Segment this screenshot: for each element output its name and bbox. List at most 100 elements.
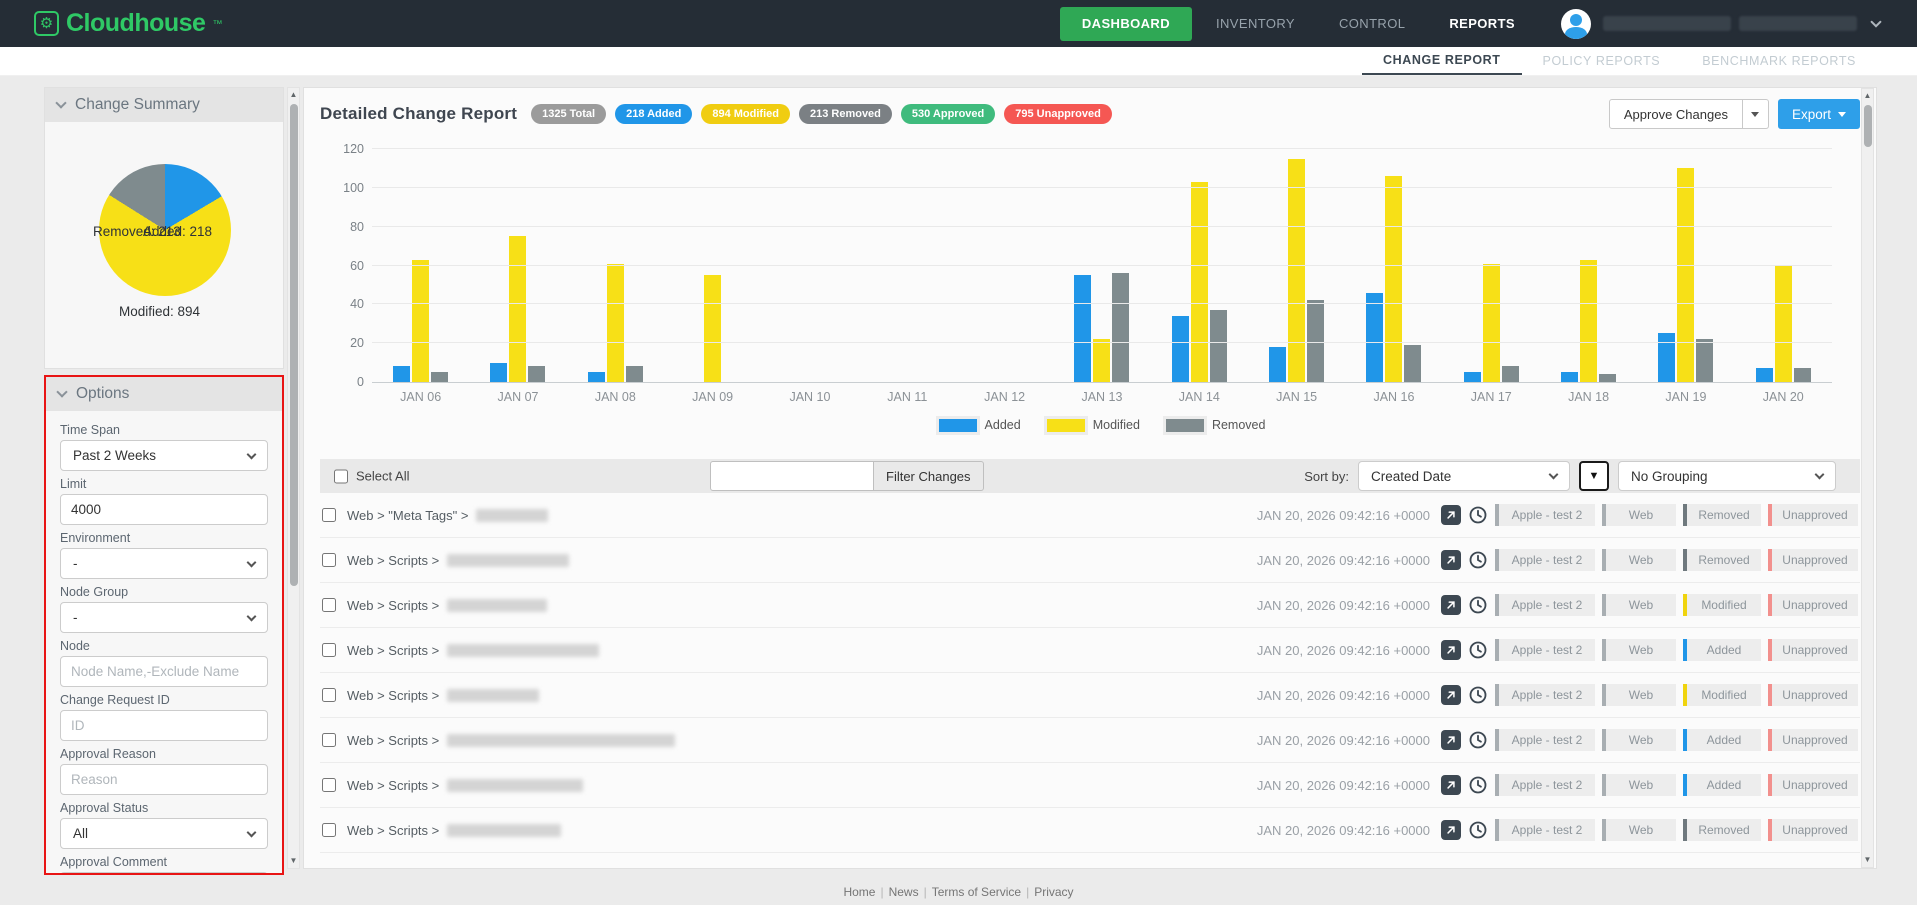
bar-modified-jan-09[interactable] bbox=[704, 275, 722, 382]
external-link-icon[interactable] bbox=[1441, 640, 1461, 660]
history-clock-icon[interactable] bbox=[1468, 595, 1488, 615]
bar-modified-jan-17[interactable] bbox=[1482, 263, 1500, 382]
bar-removed-jan-13[interactable] bbox=[1112, 273, 1130, 382]
sidebar-scrollbar[interactable]: ▲ ▼ bbox=[287, 87, 300, 869]
footer-link-privacy[interactable]: Privacy bbox=[1034, 885, 1074, 899]
input-approval-comment[interactable] bbox=[60, 872, 268, 873]
tab-benchmark-reports[interactable]: BENCHMARK REPORTS bbox=[1681, 47, 1877, 75]
bar-added-jan-18[interactable] bbox=[1561, 372, 1579, 382]
bar-removed-jan-18[interactable] bbox=[1599, 374, 1617, 382]
bar-added-jan-06[interactable] bbox=[393, 366, 411, 382]
bar-removed-jan-08[interactable] bbox=[625, 366, 643, 382]
nav-item-control[interactable]: CONTROL bbox=[1319, 7, 1425, 41]
history-clock-icon[interactable] bbox=[1468, 685, 1488, 705]
export-button[interactable]: Export bbox=[1777, 99, 1860, 129]
input-approval-reason[interactable] bbox=[60, 764, 268, 795]
bar-added-jan-14[interactable] bbox=[1171, 315, 1189, 382]
tab-policy-reports[interactable]: POLICY REPORTS bbox=[1522, 47, 1682, 75]
main-scrollbar[interactable]: ▲ ▼ bbox=[1861, 88, 1874, 868]
input-node[interactable] bbox=[60, 656, 268, 687]
row-checkbox[interactable] bbox=[322, 553, 336, 567]
sort-direction-button[interactable]: ▼ bbox=[1579, 461, 1609, 491]
pie-chart[interactable] bbox=[99, 164, 231, 296]
select-all-control[interactable]: Select All bbox=[334, 469, 409, 484]
bar-added-jan-16[interactable] bbox=[1366, 292, 1384, 382]
row-checkbox[interactable] bbox=[322, 778, 336, 792]
nav-item-reports[interactable]: REPORTS bbox=[1429, 7, 1535, 41]
bar-modified-jan-18[interactable] bbox=[1580, 259, 1598, 382]
external-link-icon[interactable] bbox=[1441, 775, 1461, 795]
footer-link-news[interactable]: News bbox=[888, 885, 919, 899]
footer-link-terms-of-service[interactable]: Terms of Service bbox=[931, 885, 1022, 899]
external-link-icon[interactable] bbox=[1441, 505, 1461, 525]
bar-removed-jan-19[interactable] bbox=[1696, 339, 1714, 382]
bar-removed-jan-20[interactable] bbox=[1793, 368, 1811, 382]
scroll-down-button[interactable]: ▼ bbox=[1863, 855, 1872, 864]
bar-removed-jan-06[interactable] bbox=[431, 372, 449, 382]
bar-modified-jan-07[interactable] bbox=[509, 236, 527, 382]
approve-changes-button[interactable]: Approve Changes bbox=[1608, 99, 1743, 129]
bar-added-jan-07[interactable] bbox=[490, 362, 508, 382]
bar-removed-jan-16[interactable] bbox=[1404, 345, 1422, 382]
select-all-checkbox[interactable] bbox=[334, 469, 348, 483]
bar-modified-jan-06[interactable] bbox=[412, 259, 430, 382]
cloudhouse-logo[interactable]: ⚙ Cloudhouse ™ bbox=[34, 9, 222, 38]
sort-by-select[interactable]: Created Date bbox=[1358, 461, 1570, 491]
select-environment[interactable]: - bbox=[60, 548, 268, 579]
row-checkbox[interactable] bbox=[322, 823, 336, 837]
history-clock-icon[interactable] bbox=[1468, 505, 1488, 525]
external-link-icon[interactable] bbox=[1441, 685, 1461, 705]
input-change-request-id[interactable] bbox=[60, 710, 268, 741]
row-checkbox[interactable] bbox=[322, 598, 336, 612]
external-link-icon[interactable] bbox=[1441, 550, 1461, 570]
row-checkbox[interactable] bbox=[322, 508, 336, 522]
row-checkbox[interactable] bbox=[322, 733, 336, 747]
history-clock-icon[interactable] bbox=[1468, 640, 1488, 660]
scroll-thumb[interactable] bbox=[1864, 105, 1872, 147]
select-approval-status[interactable]: All bbox=[60, 818, 268, 849]
filter-changes-button[interactable]: Filter Changes bbox=[874, 461, 984, 491]
bar-modified-jan-14[interactable] bbox=[1190, 182, 1208, 382]
bar-modified-jan-20[interactable] bbox=[1774, 265, 1792, 382]
row-checkbox[interactable] bbox=[322, 688, 336, 702]
bar-removed-jan-15[interactable] bbox=[1307, 300, 1325, 382]
user-avatar-icon[interactable] bbox=[1561, 8, 1591, 39]
tab-change-report[interactable]: CHANGE REPORT bbox=[1362, 47, 1522, 75]
bar-modified-jan-08[interactable] bbox=[606, 263, 624, 382]
row-checkbox[interactable] bbox=[322, 643, 336, 657]
nav-item-dashboard[interactable]: DASHBOARD bbox=[1059, 6, 1192, 41]
scroll-up-button[interactable]: ▲ bbox=[289, 90, 298, 99]
history-clock-icon[interactable] bbox=[1468, 730, 1488, 750]
select-time-span[interactable]: Past 2 Weeks bbox=[60, 440, 268, 471]
bar-removed-jan-14[interactable] bbox=[1209, 310, 1227, 382]
external-link-icon[interactable] bbox=[1441, 820, 1461, 840]
history-clock-icon[interactable] bbox=[1468, 775, 1488, 795]
bar-modified-jan-19[interactable] bbox=[1677, 168, 1695, 382]
footer-link-home[interactable]: Home bbox=[843, 885, 876, 899]
bar-modified-jan-16[interactable] bbox=[1385, 176, 1403, 382]
bar-added-jan-17[interactable] bbox=[1463, 372, 1481, 382]
options-header[interactable]: Options bbox=[46, 377, 282, 411]
input-limit[interactable] bbox=[60, 494, 268, 525]
scroll-thumb[interactable] bbox=[290, 104, 298, 586]
grouping-select[interactable]: No Grouping bbox=[1618, 461, 1836, 491]
bar-added-jan-19[interactable] bbox=[1658, 333, 1676, 382]
bar-removed-jan-07[interactable] bbox=[528, 366, 546, 382]
bar-added-jan-20[interactable] bbox=[1755, 368, 1773, 382]
bar-modified-jan-15[interactable] bbox=[1288, 158, 1306, 382]
user-menu[interactable] bbox=[1561, 8, 1883, 39]
history-clock-icon[interactable] bbox=[1468, 550, 1488, 570]
bar-removed-jan-17[interactable] bbox=[1501, 366, 1519, 382]
bar-modified-jan-13[interactable] bbox=[1093, 339, 1111, 382]
external-link-icon[interactable] bbox=[1441, 595, 1461, 615]
filter-changes-input[interactable] bbox=[710, 461, 874, 491]
select-node-group[interactable]: - bbox=[60, 602, 268, 633]
history-clock-icon[interactable] bbox=[1468, 820, 1488, 840]
external-link-icon[interactable] bbox=[1441, 730, 1461, 750]
change-summary-header[interactable]: Change Summary bbox=[45, 88, 283, 122]
bar-added-jan-13[interactable] bbox=[1074, 275, 1092, 382]
approve-changes-dropdown-button[interactable] bbox=[1742, 99, 1769, 129]
bar-added-jan-08[interactable] bbox=[587, 372, 605, 382]
chevron-down-icon[interactable] bbox=[1869, 17, 1883, 31]
scroll-up-button[interactable]: ▲ bbox=[1863, 91, 1872, 100]
